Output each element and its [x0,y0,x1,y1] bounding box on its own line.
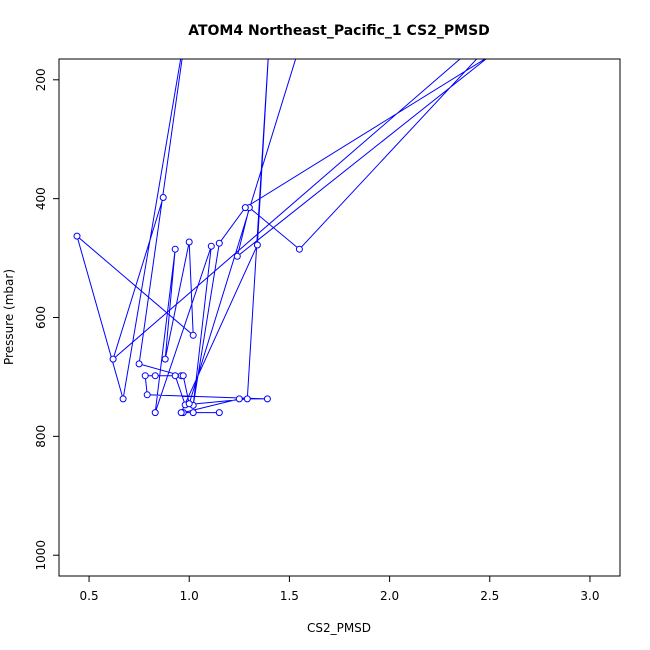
data-point [241,204,249,212]
series-line [76,59,487,414]
data-point [235,395,243,403]
data-point [73,232,81,240]
x-tick-label: 1.5 [280,589,299,603]
y-tick-label: 400 [34,187,48,210]
data-point [179,372,187,380]
data-point [185,238,193,246]
data-point [263,395,271,403]
x-tick-label: 0.5 [80,589,99,603]
data-point [177,409,185,417]
y-tick-label: 800 [34,425,48,448]
x-tick-label: 2.5 [480,589,499,603]
data-point [151,372,159,380]
x-tick-label: 1.0 [180,589,199,603]
data-point [151,409,159,417]
data-point [207,242,215,250]
x-axis-title: CS2_PMSD [307,621,371,635]
data-point [189,409,197,417]
data-point [141,372,149,380]
y-tick-label: 200 [34,68,48,91]
data-point [253,241,261,249]
x-tick-label: 2.0 [380,589,399,603]
data-point [159,194,167,201]
data-point [233,252,241,260]
y-axis-title: Pressure (mbar) [2,269,16,365]
x-tick-label: 3.0 [580,589,599,603]
data-point [171,245,179,253]
data-point [215,409,223,417]
data-point [119,395,127,403]
data-point [161,355,169,363]
data-point [135,360,143,368]
plot-frame [58,58,621,577]
y-tick-label: 600 [34,306,48,329]
data-point [189,331,197,339]
data-point [243,395,251,403]
axis-layer: 0.5 1.0 1.5 2.0 2.5 3.0 200 400 600 800 1000 [34,68,599,603]
data-point [215,239,223,247]
data-point [143,391,151,399]
data-point [109,355,117,363]
y-tick-label: 1000 [34,540,48,571]
chart-title: ATOM4 Northeast_Pacific_1 CS2_PMSD [188,23,490,39]
data-layer [73,59,487,417]
data-point [185,400,193,408]
data-point [295,245,303,253]
data-point [171,372,179,380]
